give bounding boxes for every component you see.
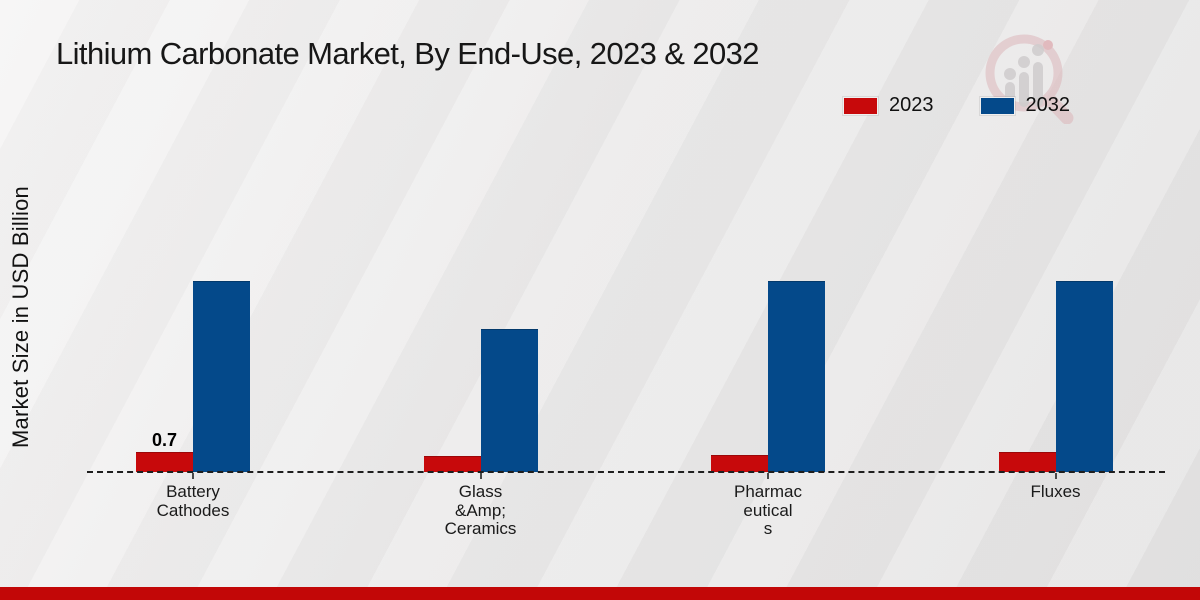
x-axis-tick-pharmaceuticals [767, 473, 769, 479]
bar-value-label-2023-battery-cathodes: 0.7 [151, 430, 178, 450]
bar-2023-fluxes [998, 452, 1056, 472]
x-axis-tick-fluxes [1054, 473, 1057, 479]
bar-2023-pharmaceuticals [711, 455, 768, 472]
x-axis-tick-battery-cathodes [192, 473, 194, 479]
category-label-battery-cathodes: Battery Cathodes [156, 482, 230, 520]
x-axis-baseline [87, 471, 1165, 473]
legend: 2023 2032 [843, 94, 1070, 117]
category-label-pharmaceuticals: Pharmac eutical s [733, 482, 803, 538]
bar-2023-battery-cathodes [136, 452, 193, 472]
legend-swatch-2023 [843, 96, 878, 115]
footer-red-band [0, 587, 1200, 600]
legend-label-2023: 2023 [889, 94, 934, 116]
category-label-fluxes: Fluxes [1030, 482, 1081, 501]
bar-2032-fluxes [1055, 281, 1113, 472]
legend-swatch-2032 [979, 96, 1015, 115]
legend-item-2032: 2032 [979, 94, 1071, 117]
bar-2032-battery-cathodes [193, 281, 250, 472]
bar-2032-glass-amp-ceramics [480, 329, 538, 472]
y-axis-label: Market Size in USD Billion [8, 186, 33, 448]
legend-label-2032: 2032 [1025, 94, 1071, 116]
legend-item-2023: 2023 [843, 94, 934, 117]
x-axis-tick-glass-amp-ceramics [479, 473, 482, 479]
category-label-glass-amp-ceramics: Glass &Amp; Ceramics [444, 482, 517, 538]
chart-title: Lithium Carbonate Market, By End-Use, 20… [56, 36, 760, 71]
bar-2032-pharmaceuticals [768, 281, 825, 472]
bar-2023-glass-amp-ceramics [423, 456, 481, 472]
